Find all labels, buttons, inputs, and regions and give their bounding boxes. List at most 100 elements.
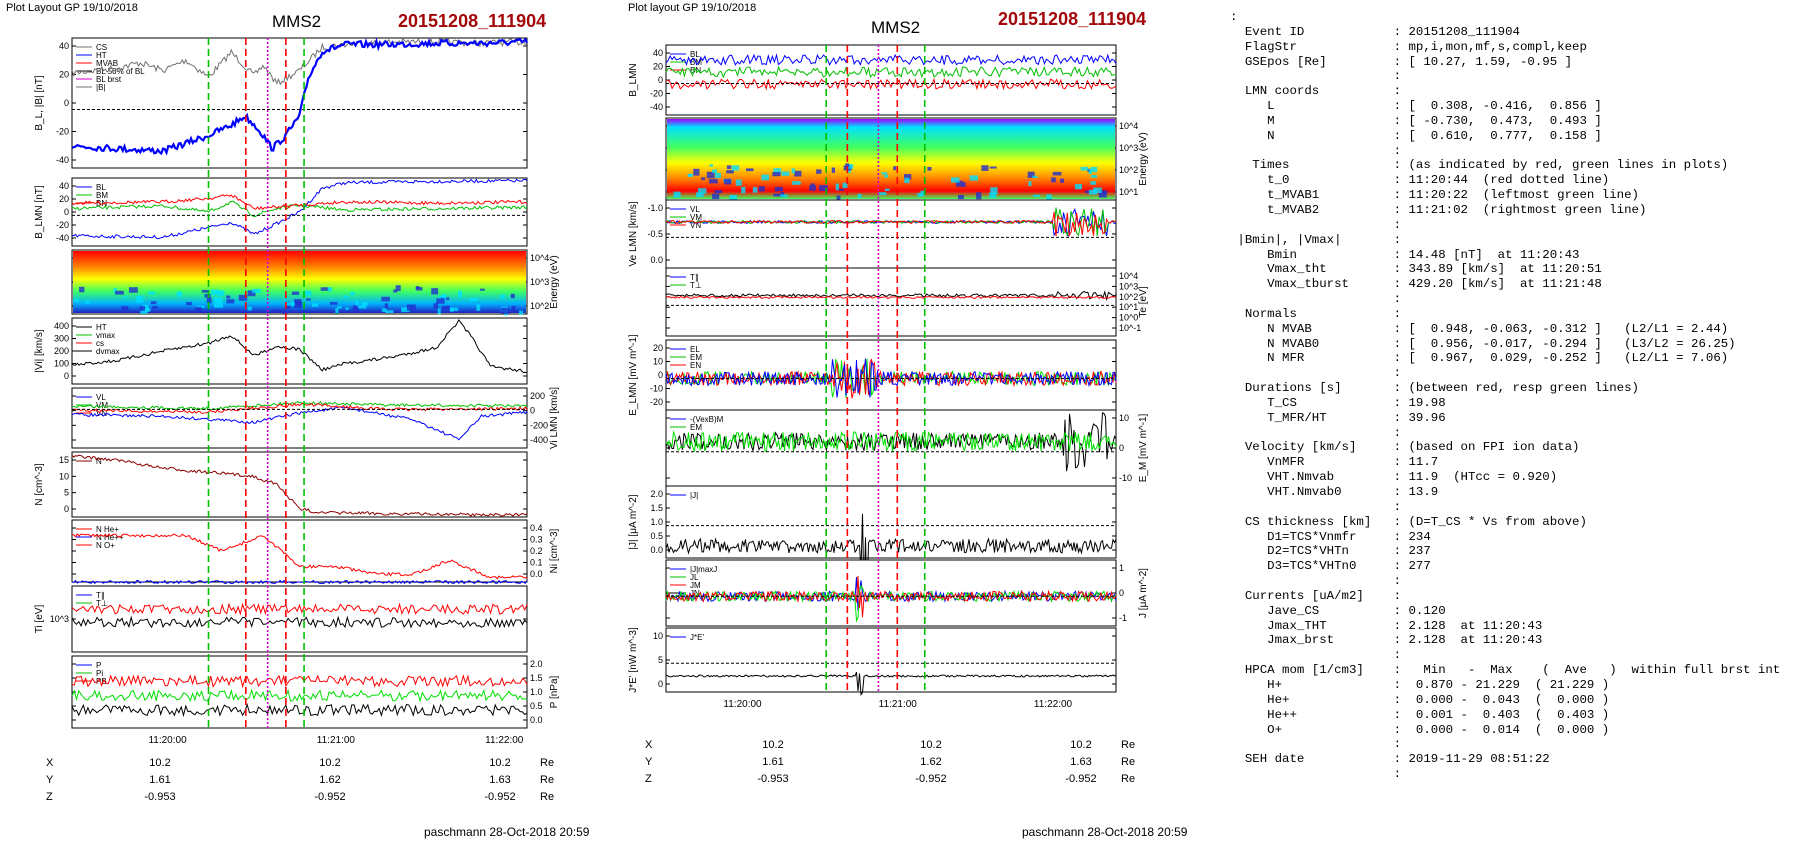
spectrogram-cell (385, 310, 394, 314)
spectrogram-cell (312, 303, 319, 307)
y-axis-label: J*E' [nW m^-3] (628, 627, 639, 693)
panel-frame (665, 199, 1117, 269)
y-tick-label: 15 (59, 455, 69, 465)
spectrogram-cell (688, 173, 693, 177)
spectrogram-cell (927, 166, 932, 171)
spectrogram-cell (450, 308, 454, 312)
spectrogram-cell (773, 168, 782, 174)
spectrogram-cell (773, 193, 781, 197)
trace-line (665, 53, 1117, 67)
spectrogram-cell (201, 289, 210, 293)
spectrogram-cell (1093, 187, 1102, 193)
ephem-value: 1.62 (920, 756, 941, 768)
spectrogram-cell (186, 302, 192, 306)
spectrogram-cell (816, 169, 822, 174)
spectrogram-cell (715, 172, 722, 179)
panel-left-7: 0.00.1 0.20.3 0.4 Ni [cm^-3] N He+N He++N O+ (71, 519, 560, 585)
spectrogram-cell (884, 188, 890, 192)
spectrogram-cell (358, 305, 367, 309)
y-tick-label: -0.5 (647, 229, 663, 239)
spectrogram-cell (152, 306, 158, 309)
panel-frame (665, 44, 1117, 116)
ephem-value: 10.2 (920, 739, 941, 751)
spectrogram-cell (142, 304, 149, 312)
spectrogram-cell (1028, 181, 1032, 187)
spectrogram-cell (1090, 181, 1096, 185)
spectrogram-cell (1088, 189, 1098, 195)
spectrogram-cell (794, 170, 802, 177)
y-tick-label: 10^2 (1119, 292, 1138, 302)
panel-left-6: 0 5 10 15 N [cm^-3] N (34, 451, 528, 518)
y-tick-label: -40 (650, 102, 663, 112)
panel-frame (665, 267, 1117, 337)
legend-entry: -(VexB)M (690, 415, 724, 424)
y-axis-label: B_LMN (628, 63, 639, 96)
spectrogram-cell (810, 183, 815, 186)
trace-line (665, 575, 1117, 618)
ephem-unit: Re (1121, 773, 1135, 785)
spectrogram-cell (904, 177, 910, 184)
spectrogram-cell (917, 192, 923, 197)
mid-plot-header: Plot layout GP 19/10/2018 (628, 2, 756, 14)
y-tick-label: -20 (56, 220, 69, 230)
panel-mid-4: 10^-110^010^110^210^310^4Te [eV] T∥T⊥ (665, 267, 1149, 337)
spectrogram-cell (442, 305, 450, 310)
y-tick-label: 10^4 (530, 253, 549, 263)
y-axis-label: |J| [μA m^-2] (628, 494, 639, 549)
spectrogram-cell (735, 179, 742, 186)
trace-line (665, 513, 1117, 606)
spectrogram-cell (291, 291, 300, 295)
legend-entry: EN (690, 361, 701, 370)
legend-entry: T⊥ (96, 599, 108, 608)
y-tick-label: 1.0 (530, 687, 543, 697)
spectrogram-cell (476, 304, 481, 311)
spectrogram-cell (857, 193, 862, 199)
legend-entry: VM (690, 213, 702, 222)
y-tick-label: -200 (530, 420, 548, 430)
spectrogram-cell (355, 300, 359, 308)
trace-line (665, 671, 1117, 696)
spectrogram-cell (836, 195, 841, 201)
series-vm (71, 400, 528, 411)
panel-frame (71, 585, 528, 653)
spectrogram-cell (761, 174, 770, 181)
spectrogram-cell (990, 187, 998, 194)
trace-line (71, 615, 528, 629)
ephem-unit: Re (540, 757, 554, 769)
spectrogram-cell (73, 299, 80, 302)
spectrogram-cell (1046, 194, 1052, 200)
y-tick-label: 40 (59, 41, 69, 51)
ephem-value: -0.952 (314, 791, 345, 803)
y-tick-label: -40 (56, 233, 69, 243)
y-tick-label: -10 (1119, 473, 1132, 483)
spectrogram-cell (306, 298, 311, 301)
spectrogram-cell (893, 166, 897, 171)
spectrogram-cell (142, 308, 151, 312)
spectrogram-cell (286, 302, 295, 306)
ephem-value: 10.2 (149, 757, 170, 769)
spectrogram-cell (731, 165, 740, 171)
spectrogram-cell (835, 183, 839, 191)
y-tick-label: 5 (64, 488, 69, 498)
trace-line (665, 576, 1117, 611)
y-tick-label: 0.0 (650, 545, 663, 555)
y-tick-label: -20 (650, 89, 663, 99)
y-axis-label: N [cm^-3] (34, 463, 45, 506)
legend-entry: P (96, 661, 101, 670)
spectrogram-cell (847, 164, 854, 169)
spectrogram-cell (345, 307, 349, 310)
y-tick-label: 10^2 (530, 301, 549, 311)
legend-entry: BM (96, 191, 108, 200)
ephem-value: -0.952 (1065, 773, 1096, 785)
legend-entry: VL (96, 393, 106, 402)
legend-entry: J*E' (690, 633, 704, 642)
spectrogram-cell (695, 192, 704, 198)
spectrogram-cell (831, 167, 836, 173)
ephem-value: -0.953 (757, 773, 788, 785)
legend-entry: N (96, 457, 102, 466)
spectrogram-cell (809, 185, 816, 191)
spectrogram-cell (962, 182, 966, 188)
y-tick-label: 0 (64, 207, 69, 217)
